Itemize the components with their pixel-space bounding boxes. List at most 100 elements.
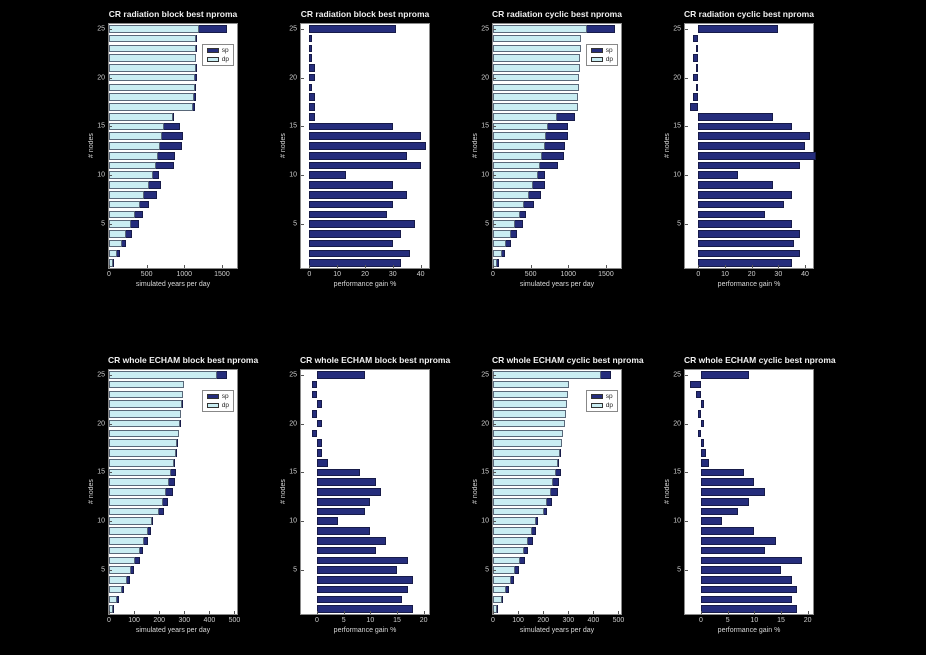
x-tick-mark bbox=[109, 265, 110, 268]
x-tick-label: 20 bbox=[361, 271, 369, 278]
y-tick-mark bbox=[493, 175, 496, 177]
chart-panel-echam-block-speed: CR whole ECHAM block best nproma # nodes… bbox=[72, 354, 264, 644]
bar-sp bbox=[698, 410, 701, 418]
legend: sp dp bbox=[585, 44, 618, 66]
bar-dp bbox=[109, 73, 195, 82]
bar-sp bbox=[317, 507, 365, 516]
x-axis-label: simulated years per day bbox=[135, 627, 211, 634]
bar-sp bbox=[309, 44, 313, 53]
legend: sp dp bbox=[201, 44, 234, 66]
bar-sp bbox=[317, 585, 408, 594]
bar-sp bbox=[317, 449, 323, 457]
bar-dp bbox=[493, 122, 549, 131]
bar-dp bbox=[493, 220, 516, 228]
y-tick-mark bbox=[301, 28, 304, 30]
bar-dp bbox=[109, 230, 127, 238]
legend-item-sp: sp bbox=[590, 393, 613, 400]
bar-dp bbox=[493, 576, 511, 584]
bar-dp bbox=[493, 419, 565, 428]
bar-sp bbox=[311, 390, 317, 399]
bar-sp bbox=[701, 497, 749, 506]
bar-dp bbox=[109, 210, 136, 219]
x-tick-label: 30 bbox=[388, 271, 397, 278]
legend-label: dp bbox=[221, 402, 229, 409]
y-tick-label: 5 bbox=[101, 220, 105, 228]
x-tick-mark bbox=[365, 265, 366, 268]
bar-dp bbox=[493, 585, 507, 594]
y-tick-label: 10 bbox=[97, 171, 105, 179]
y-tick-label: 20 bbox=[97, 74, 105, 82]
bar-sp bbox=[317, 400, 323, 408]
legend-label: dp bbox=[221, 56, 229, 63]
y-tick-mark bbox=[301, 570, 304, 572]
chart-title: CR whole ECHAM cyclic best nproma bbox=[492, 355, 644, 365]
x-tick-mark bbox=[725, 265, 726, 268]
bar-sp bbox=[317, 478, 376, 487]
bar-sp bbox=[309, 103, 315, 111]
plot-area: 0 100 200 300 400 500 5 10 15 20 25 sp dp bbox=[481, 369, 624, 624]
x-tick-label: 20 bbox=[747, 271, 756, 278]
y-tick-label: 5 bbox=[101, 566, 105, 574]
x-tick-label: 0 bbox=[699, 617, 703, 624]
bar-dp bbox=[109, 566, 132, 574]
bar-sp bbox=[309, 161, 421, 170]
bar-sp bbox=[693, 34, 699, 43]
bar-sp bbox=[317, 419, 323, 428]
y-axis-label: # nodes bbox=[472, 133, 479, 159]
bar-dp bbox=[109, 112, 173, 121]
y-tick-mark bbox=[109, 126, 112, 128]
bar-sp bbox=[309, 220, 416, 228]
bar-sp bbox=[701, 546, 765, 555]
y-tick-mark bbox=[685, 423, 688, 425]
x-tick-label: 1500 bbox=[598, 271, 614, 278]
bar-sp bbox=[701, 478, 755, 487]
legend-swatch-sp bbox=[206, 48, 219, 53]
y-tick-mark bbox=[685, 126, 688, 128]
bar-dp bbox=[109, 93, 195, 101]
y-tick-label: 25 bbox=[673, 371, 681, 379]
y-tick-mark bbox=[685, 224, 688, 226]
x-tick-mark bbox=[807, 611, 809, 614]
bar-dp bbox=[109, 259, 113, 267]
bar-sp bbox=[309, 239, 393, 248]
x-tick-mark bbox=[727, 611, 729, 614]
bar-dp bbox=[109, 239, 122, 248]
bar-sp bbox=[701, 449, 707, 457]
y-tick-mark bbox=[685, 521, 688, 523]
bar-dp bbox=[493, 527, 532, 535]
bar-sp bbox=[698, 210, 765, 219]
bar-sp bbox=[701, 458, 709, 467]
bar-dp bbox=[109, 220, 131, 228]
y-tick-label: 20 bbox=[673, 420, 681, 428]
bar-sp bbox=[701, 400, 704, 408]
legend-label: dp bbox=[605, 402, 613, 409]
bar-dp bbox=[109, 517, 152, 526]
bar-sp bbox=[317, 576, 413, 584]
bar-dp bbox=[109, 103, 194, 111]
x-tick-label: 0 bbox=[491, 617, 495, 624]
x-tick-label: 0 bbox=[107, 617, 111, 624]
plot-area: 0 10 20 30 40 5 10 15 20 25 bbox=[673, 23, 816, 278]
bar-dp bbox=[109, 34, 197, 43]
bar-sp bbox=[309, 122, 393, 131]
bar-dp bbox=[109, 249, 118, 258]
x-tick-mark bbox=[337, 265, 339, 268]
bar-dp bbox=[109, 83, 195, 92]
x-tick-mark bbox=[209, 611, 211, 614]
bar-dp bbox=[493, 34, 581, 43]
bar-sp bbox=[701, 507, 739, 516]
bar-sp bbox=[698, 249, 800, 258]
chart-panel-radiation-block-speed: CR radiation block best nproma # nodes 0… bbox=[72, 8, 264, 298]
chart-panel-echam-cyclic-speed: CR whole ECHAM cyclic best nproma # node… bbox=[456, 354, 648, 644]
bar-dp bbox=[493, 410, 566, 418]
plot-area: 0 100 200 300 400 500 5 10 15 20 25 sp dp bbox=[97, 369, 240, 624]
x-tick-label: 300 bbox=[178, 617, 191, 624]
bar-dp bbox=[109, 64, 196, 72]
y-tick-mark bbox=[301, 423, 304, 425]
bar-sp bbox=[695, 83, 699, 92]
legend-swatch-dp bbox=[206, 403, 219, 408]
y-tick-label: 20 bbox=[97, 420, 105, 428]
bar-sp bbox=[317, 517, 339, 526]
x-axis-label: performance gain % bbox=[717, 281, 781, 288]
y-tick-label: 15 bbox=[289, 468, 297, 476]
